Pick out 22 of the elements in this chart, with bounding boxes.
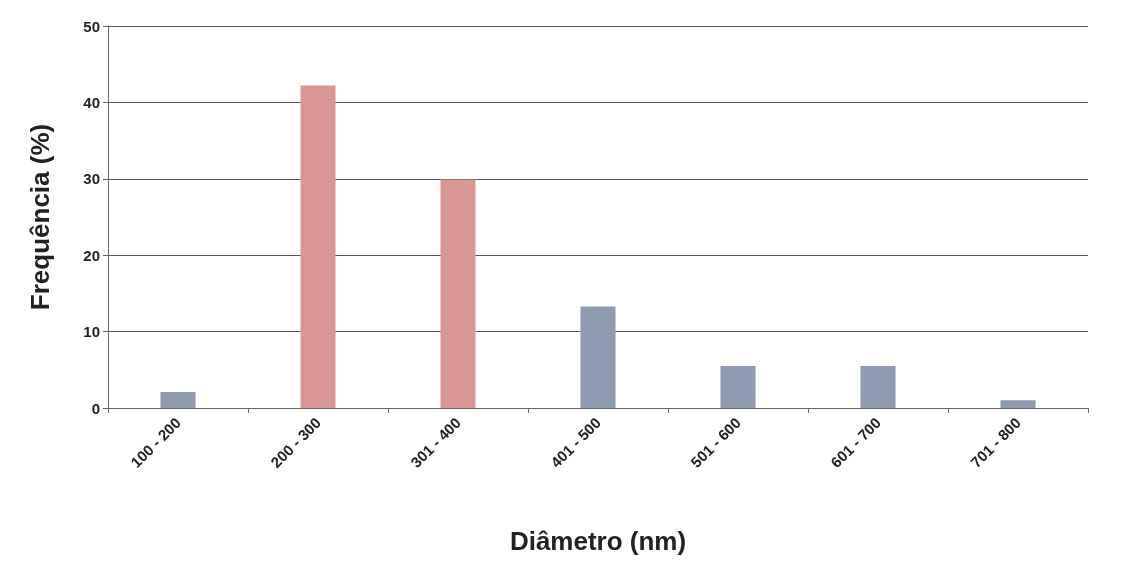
x-tick-label: 701 - 800 [967, 413, 1025, 471]
bar [300, 85, 336, 408]
x-tick-label: 401 - 500 [547, 413, 605, 471]
y-tick-label: 20 [83, 246, 100, 264]
bar [440, 179, 476, 408]
y-tick-label: 40 [83, 93, 100, 111]
bar [720, 365, 756, 408]
y-tick-label: 0 [91, 399, 100, 417]
bar [160, 391, 196, 408]
y-tick-label: 30 [83, 170, 100, 188]
y-axis-title: Frequência (%) [25, 123, 55, 311]
x-tick-label: 501 - 600 [687, 413, 745, 471]
x-tick-label: 301 - 400 [407, 413, 465, 471]
x-tick-label: 601 - 700 [827, 413, 885, 471]
x-tick-label: 100 - 200 [127, 413, 185, 471]
bar [1000, 400, 1036, 408]
x-tick-label: 200 - 300 [267, 413, 325, 471]
x-axis-title: Diâmetro (nm) [509, 526, 687, 556]
bar [580, 306, 616, 408]
y-tick-label: 10 [83, 323, 100, 341]
bar [860, 365, 896, 408]
y-tick-label: 50 [83, 17, 100, 35]
